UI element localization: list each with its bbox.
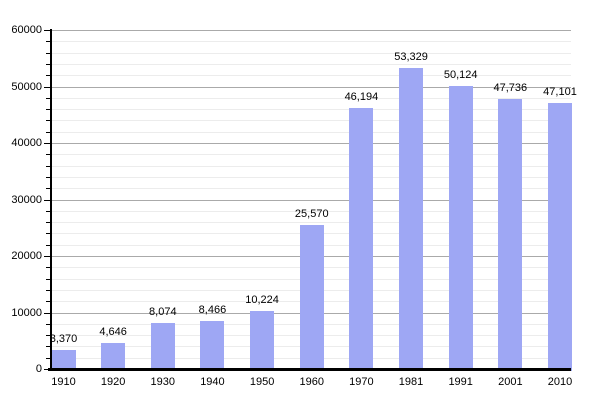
bar-value-label: 8,466 [198, 304, 227, 317]
gridline-major [52, 143, 571, 144]
y-axis-tick-label: 30000 [11, 193, 42, 206]
bar [498, 99, 523, 371]
bar [548, 102, 572, 371]
gridline-minor [52, 75, 571, 77]
x-axis-tick-label: 1970 [349, 376, 374, 388]
y-axis-minor-tick [46, 289, 50, 291]
y-axis-minor-tick [46, 52, 50, 54]
y-axis-minor-tick [46, 346, 50, 348]
bar [101, 342, 126, 371]
bar-value-label: 53,329 [394, 50, 428, 63]
y-axis-tick-label: 40000 [11, 137, 42, 149]
y-axis-minor-tick [46, 131, 50, 133]
x-axis-tick-label: 2010 [547, 376, 573, 388]
y-axis-tick-label: 0 [35, 363, 42, 375]
y-axis-tick-label: 20000 [11, 250, 42, 262]
gridline-minor [52, 63, 571, 65]
bar [448, 85, 473, 371]
gridline-minor [52, 165, 571, 167]
y-axis-tick-label: 60000 [11, 24, 42, 36]
gridline-minor [52, 188, 571, 190]
y-axis-minor-tick [46, 165, 50, 167]
y-axis-minor-tick [46, 357, 50, 359]
y-axis-minor-tick [46, 244, 50, 246]
gridline-minor [52, 176, 571, 178]
y-axis-major-tick [44, 256, 50, 257]
y-axis-minor-tick [46, 176, 50, 178]
bar [349, 108, 374, 371]
x-axis-tick-label: 1991 [448, 376, 473, 388]
x-axis [48, 368, 571, 371]
y-axis-minor-tick [46, 120, 50, 122]
y-axis-major-tick [44, 30, 50, 31]
bar [399, 67, 424, 371]
y-axis-minor-tick [46, 335, 50, 337]
y-axis-minor-tick [46, 301, 50, 303]
x-axis-tick-label: 1981 [398, 376, 424, 388]
y-axis-minor-tick [46, 109, 50, 111]
gridline-minor [52, 154, 571, 156]
gridline-minor [52, 131, 571, 133]
y-axis-minor-tick [46, 233, 50, 235]
bar-value-label: 47,101 [543, 85, 577, 98]
y-axis-major-tick [44, 86, 50, 88]
bar-value-label: 47,736 [493, 82, 528, 95]
y-axis-minor-tick [46, 267, 50, 269]
bar [51, 349, 76, 371]
bar-value-label: 3,370 [49, 332, 78, 345]
y-axis-minor-tick [46, 323, 50, 325]
gridline-minor [52, 52, 571, 54]
gridline-minor [52, 210, 571, 212]
gridline-minor [52, 97, 571, 99]
gridline-major [52, 86, 571, 88]
y-axis-minor-tick [46, 41, 50, 43]
y-axis-minor-tick [46, 222, 50, 224]
y-axis-major-tick [44, 199, 50, 201]
y-axis-tick-label: 50000 [11, 80, 42, 93]
y-axis [50, 29, 52, 371]
bar [299, 224, 324, 371]
gridline-minor [52, 41, 571, 43]
y-axis-major-tick [44, 312, 50, 314]
gridline-major [52, 30, 571, 31]
x-axis-tick-label: 1920 [100, 376, 126, 388]
bar-value-label: 50,124 [443, 68, 478, 81]
bar [250, 311, 275, 371]
x-axis-tick-label: 1960 [299, 376, 324, 388]
y-axis-minor-tick [46, 75, 50, 77]
x-axis-tick-label: 2001 [498, 376, 523, 388]
y-axis-minor-tick [46, 188, 50, 190]
gridline-major [52, 199, 571, 201]
bar-value-label: 25,570 [294, 207, 329, 220]
bar-value-label: 10,224 [245, 294, 279, 307]
bar [150, 323, 175, 371]
bar-value-label: 46,194 [344, 91, 379, 103]
bar [200, 321, 225, 371]
y-axis-minor-tick [46, 278, 50, 280]
gridline-minor [52, 109, 571, 111]
gridline-minor [52, 120, 571, 122]
y-axis-minor-tick [46, 97, 50, 99]
bar-value-label: 8,074 [149, 306, 177, 319]
x-axis-tick-label: 1950 [249, 376, 275, 388]
y-axis-tick-label: 10000 [11, 306, 42, 319]
y-axis-minor-tick [46, 63, 50, 65]
y-axis-major-tick [44, 369, 50, 370]
gridline-minor [52, 222, 571, 224]
y-axis-minor-tick [46, 210, 50, 212]
y-axis-major-tick [44, 143, 50, 144]
bar-value-label: 4,646 [99, 325, 127, 338]
x-axis-tick-label: 1910 [51, 376, 76, 388]
x-axis-tick-label: 1930 [150, 376, 176, 388]
x-axis-tick-label: 1940 [200, 376, 225, 388]
y-axis-minor-tick [46, 154, 50, 156]
